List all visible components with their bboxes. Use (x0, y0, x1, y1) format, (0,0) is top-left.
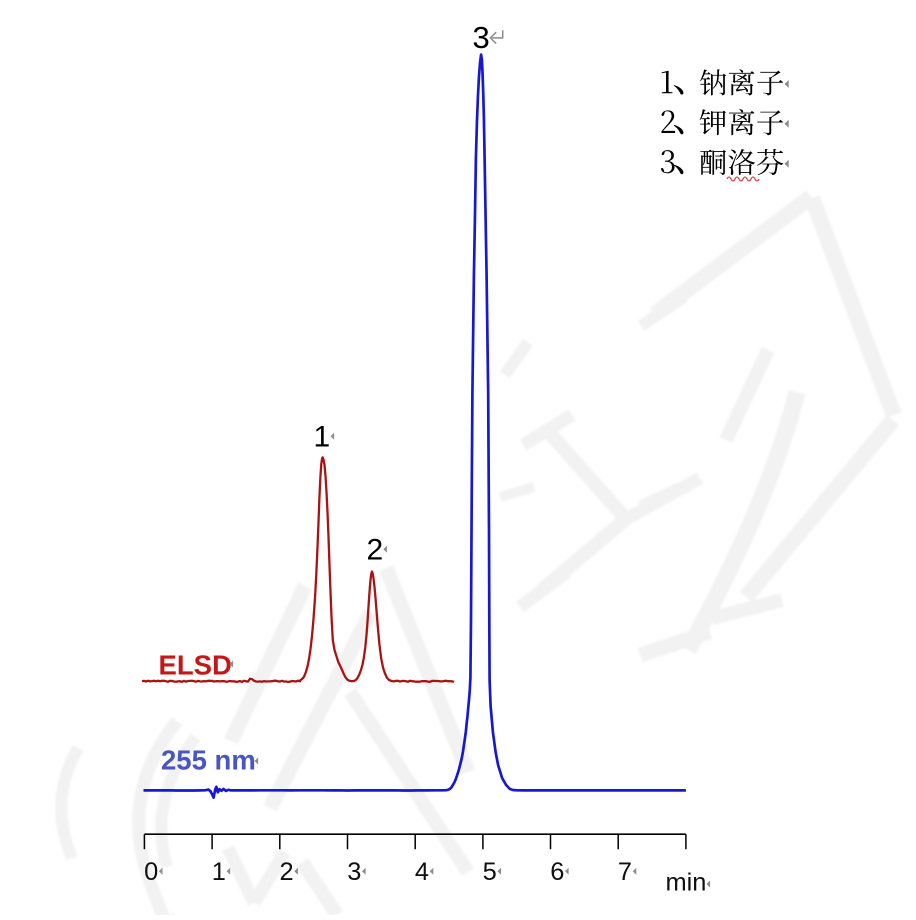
svg-text:3: 3 (473, 20, 490, 55)
svg-text:0: 0 (144, 858, 158, 886)
svg-text:7: 7 (618, 858, 632, 886)
svg-text:2: 2 (367, 534, 384, 567)
svg-text:2: 2 (280, 858, 294, 886)
svg-text:4: 4 (415, 858, 429, 886)
svg-text:5: 5 (483, 858, 497, 886)
svg-text:6: 6 (550, 858, 564, 886)
svg-text:1: 1 (212, 858, 226, 886)
svg-text:ELSD: ELSD (159, 650, 232, 681)
svg-text:min: min (666, 869, 707, 897)
svg-text:255 nm: 255 nm (161, 745, 256, 776)
svg-text:1: 1 (314, 421, 331, 454)
svg-text:3: 3 (347, 858, 361, 886)
